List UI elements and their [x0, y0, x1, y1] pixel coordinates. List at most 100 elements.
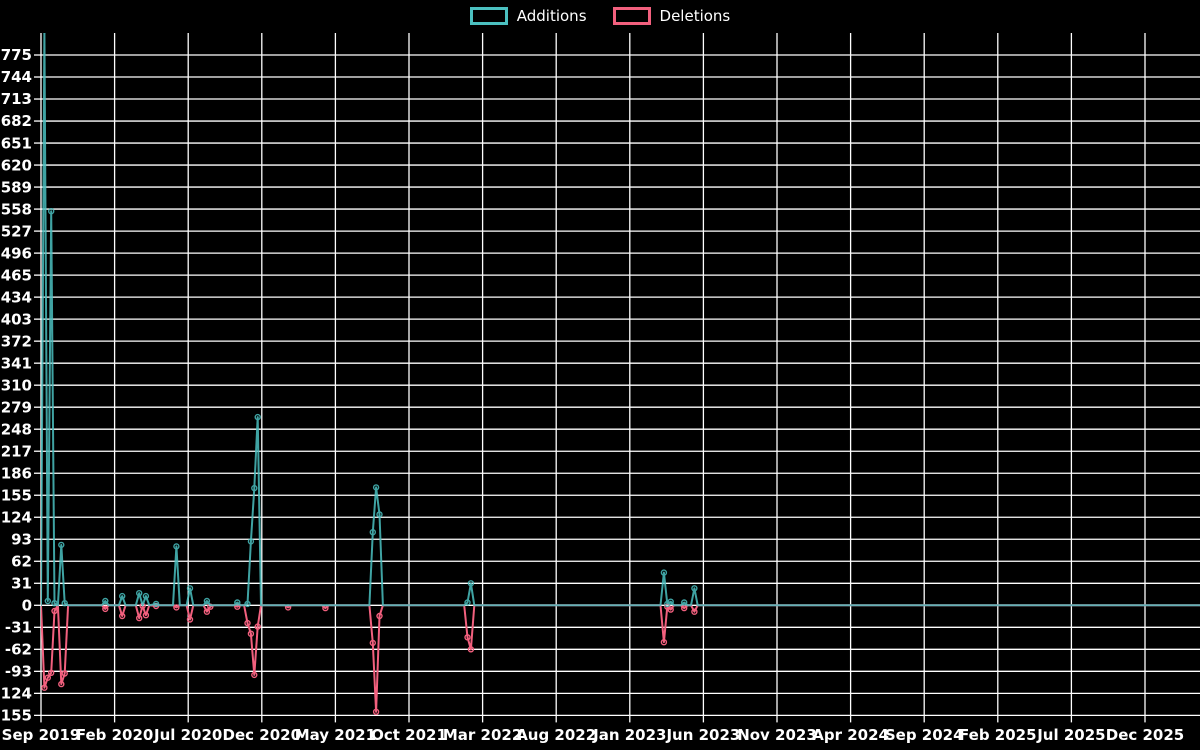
deletions-point [118, 612, 126, 620]
y-tick-label: 558 [1, 200, 32, 218]
deletions-point [44, 674, 51, 681]
y-tick-label: 620 [1, 156, 32, 174]
y-tick-label: 217 [1, 442, 32, 460]
x-tick-label: Apr 2024 [812, 726, 889, 744]
y-tick-label: 62 [11, 552, 32, 570]
additions-point [152, 600, 160, 608]
deletions-point [660, 639, 668, 646]
y-tick-label: 589 [1, 178, 32, 196]
y-tick-label: -124 [0, 685, 32, 703]
additions-line [41, 33, 1200, 608]
x-tick-label: Sep 2019 [2, 726, 81, 744]
additions-point [51, 600, 58, 607]
y-tick-label: -62 [5, 641, 32, 659]
x-tick-label: Feb 2025 [959, 726, 1037, 744]
additions-point [173, 543, 180, 550]
deletions-point [254, 623, 261, 630]
additions-point [102, 597, 109, 605]
additions-point [372, 484, 380, 491]
deletions-line [41, 602, 1200, 715]
y-tick-label: -31 [5, 619, 32, 637]
additions-path [41, 33, 1200, 607]
legend-swatch-additions [469, 7, 508, 25]
additions-point [667, 598, 674, 605]
deletions-point [234, 603, 241, 610]
axis-ticks [34, 54, 1146, 723]
x-tick-label: May 2021 [295, 726, 376, 744]
deletions-point [203, 608, 211, 615]
additions-point [251, 484, 258, 492]
y-tick-label: 465 [1, 266, 32, 284]
additions-point [376, 511, 383, 518]
additions-point [118, 592, 126, 600]
additions-point [691, 585, 698, 592]
legend-label: Additions [516, 6, 587, 25]
x-tick-label: Jun 2023 [665, 726, 740, 744]
y-tick-label: 155 [1, 486, 32, 504]
deletions-point [102, 605, 109, 613]
x-tick-label: Dec 2020 [223, 726, 302, 744]
y-tick-label: 744 [1, 68, 32, 86]
deletions-point [467, 646, 475, 653]
x-tick-label: Dec 2025 [1106, 726, 1185, 744]
y-tick-label: 248 [1, 420, 32, 438]
legend-label: Deletions [659, 6, 731, 25]
additions-point [203, 597, 211, 605]
x-tick-label: Oct 2021 [371, 726, 447, 744]
y-tick-label: 527 [1, 222, 32, 240]
y-tick-label: 775 [1, 46, 32, 64]
x-tick-label: Nov 2023 [737, 726, 817, 744]
deletions-point [58, 680, 65, 688]
additions-point [42, 33, 46, 34]
y-tick-label: 124 [1, 508, 32, 526]
deletions-point [135, 614, 143, 622]
y-tick-label: 651 [1, 134, 32, 152]
additions-point [234, 599, 241, 606]
deletions-point [667, 606, 674, 613]
y-tick-label: 0 [22, 597, 32, 615]
deletions-point [173, 604, 180, 611]
additions-point [244, 600, 251, 608]
deletions-point [41, 684, 48, 691]
x-tick-label: Sep 2024 [885, 726, 964, 744]
y-tick-label: -155 [0, 707, 32, 725]
additions-point [467, 580, 475, 587]
legend-swatch-deletions [612, 7, 651, 25]
y-tick-label: 31 [11, 574, 32, 592]
additions-point [48, 207, 55, 215]
additions-point [142, 592, 150, 600]
deletions-point [61, 670, 68, 677]
deletions-point [372, 708, 380, 715]
x-tick-label: Jan 2023 [592, 726, 666, 744]
x-tick-label: Jul 2025 [1036, 726, 1105, 744]
additions-point [464, 599, 471, 606]
additions-point [254, 413, 261, 421]
y-tick-label: 496 [1, 244, 32, 262]
x-tick-label: Mar 2022 [443, 726, 522, 744]
y-tick-label: -93 [5, 663, 32, 681]
deletions-point [247, 630, 255, 637]
additions-point [186, 585, 194, 592]
additions-point [58, 541, 65, 549]
deletions-point [142, 612, 150, 619]
x-tick-label: Feb 2020 [76, 726, 154, 744]
additions-point [247, 538, 255, 545]
deletions-point [691, 608, 698, 615]
y-tick-label: 310 [1, 376, 32, 394]
grid-lines [40, 33, 1200, 717]
legend-item-deletions[interactable]: Deletions [612, 6, 731, 25]
y-axis-labels: 7757447136826516205895585274964654344033… [0, 46, 32, 724]
y-tick-label: 713 [1, 90, 32, 108]
y-tick-label: 372 [1, 332, 32, 350]
legend-item-additions[interactable]: Additions [469, 6, 587, 25]
x-tick-label: Aug 2022 [516, 726, 596, 744]
deletions-point [186, 616, 194, 623]
additions-point [44, 597, 51, 605]
additions-point [681, 599, 688, 606]
additions-point [369, 529, 376, 536]
deletions-point [369, 639, 376, 647]
deletions-point [251, 671, 258, 679]
y-tick-label: 434 [1, 288, 32, 306]
y-tick-label: 403 [1, 310, 32, 328]
